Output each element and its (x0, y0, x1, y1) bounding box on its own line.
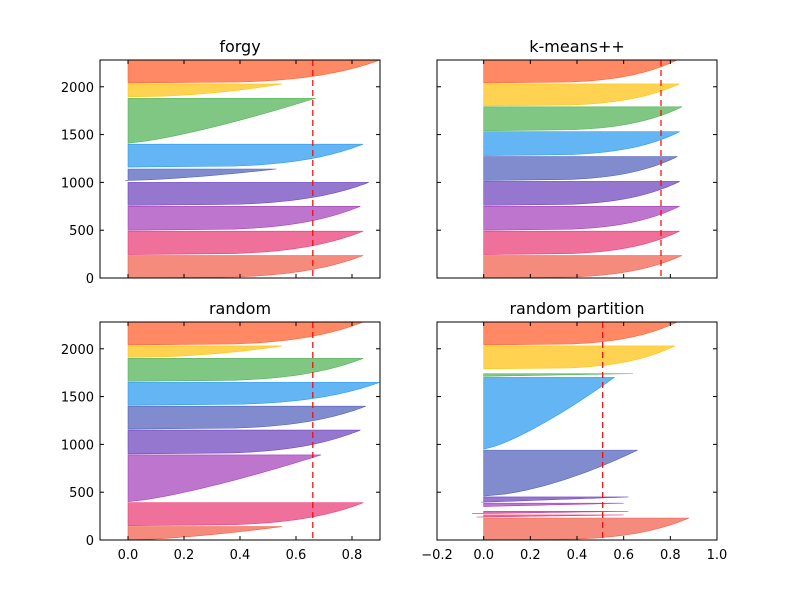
panel-random-partition: random partition −0.2 0.0 0.2 0.4 0.6 0.8 1.0 (421, 299, 727, 563)
cluster-band-2 (471, 511, 629, 515)
panel-title: forgy (219, 37, 260, 56)
cluster-band-4 (125, 168, 277, 181)
plot-area (471, 322, 690, 540)
cluster-band-6 (483, 377, 616, 450)
cluster-band-8 (483, 60, 678, 84)
cluster-band-3 (483, 502, 624, 507)
cluster-band-0 (127, 255, 364, 278)
cluster-band-7 (127, 345, 283, 358)
y-tick-label: 2000 (61, 81, 94, 96)
plot-area (127, 322, 380, 540)
plot-area (483, 60, 683, 278)
x-tick-label: 0.0 (118, 548, 139, 563)
cluster-band-1 (127, 502, 364, 526)
cluster-band-2 (483, 205, 680, 231)
panel-kmeanspp: k-means++ (436, 37, 718, 279)
cluster-band-9 (483, 322, 678, 346)
cluster-band-4 (481, 496, 629, 503)
y-tick-label: 1500 (61, 391, 94, 406)
cluster-band-0 (483, 255, 683, 278)
cluster-band-6 (127, 358, 364, 382)
x-tick-label: 0.0 (473, 548, 494, 563)
x-tick-label: 0.8 (342, 548, 363, 563)
x-tick-label: 0.2 (174, 548, 195, 563)
x-tick-label: 1.0 (707, 548, 728, 563)
x-tick-label: −0.2 (421, 548, 453, 563)
cluster-band-0 (483, 517, 690, 540)
cluster-band-2 (127, 205, 361, 231)
x-tick-label: 0.6 (613, 548, 634, 563)
panel-title: random partition (509, 299, 644, 318)
cluster-band-1 (476, 514, 624, 518)
cluster-band-7 (127, 83, 283, 98)
x-tick-label: 0.2 (520, 548, 541, 563)
cluster-band-1 (127, 230, 364, 255)
cluster-band-4 (127, 405, 367, 430)
y-tick-label: 0 (86, 272, 94, 287)
y-tick-label: 500 (69, 224, 94, 239)
x-tick-label: 0.4 (230, 548, 251, 563)
cluster-band-2 (127, 454, 322, 503)
x-tick-label: 0.6 (286, 548, 307, 563)
y-tick-label: 2000 (61, 343, 94, 358)
plot-area (125, 60, 380, 278)
cluster-band-0 (127, 526, 283, 540)
cluster-band-3 (127, 429, 361, 455)
cluster-band-5 (127, 143, 364, 168)
x-tick-label: 0.4 (567, 548, 588, 563)
cluster-band-1 (483, 230, 680, 255)
x-tick-label: 0.8 (660, 548, 681, 563)
cluster-band-5 (483, 131, 680, 156)
panel-title: k-means++ (529, 37, 625, 56)
cluster-band-7 (483, 373, 634, 377)
cluster-band-4 (483, 156, 678, 181)
y-tick-label: 500 (69, 486, 94, 501)
cluster-band-5 (483, 449, 638, 497)
cluster-band-7 (483, 83, 680, 107)
y-tick-label: 1500 (61, 129, 94, 144)
y-tick-label: 1000 (61, 176, 94, 191)
panel-title: random (209, 299, 271, 318)
cluster-band-8 (127, 60, 380, 84)
panel-random: random 0 500 1000 1500 2000 0.0 0.2 0.4 0.6 0.8 (61, 299, 381, 563)
cluster-band-3 (483, 181, 680, 206)
cluster-band-8 (127, 322, 364, 346)
cluster-band-5 (127, 381, 380, 406)
cluster-band-6 (483, 106, 683, 132)
cluster-band-8 (483, 345, 676, 370)
y-tick-label: 0 (86, 534, 94, 549)
cluster-band-6 (127, 97, 316, 144)
y-tick-label: 1000 (61, 438, 94, 453)
panel-forgy: forgy 0 500 1000 1500 2000 (61, 37, 381, 287)
cluster-band-3 (127, 182, 369, 206)
